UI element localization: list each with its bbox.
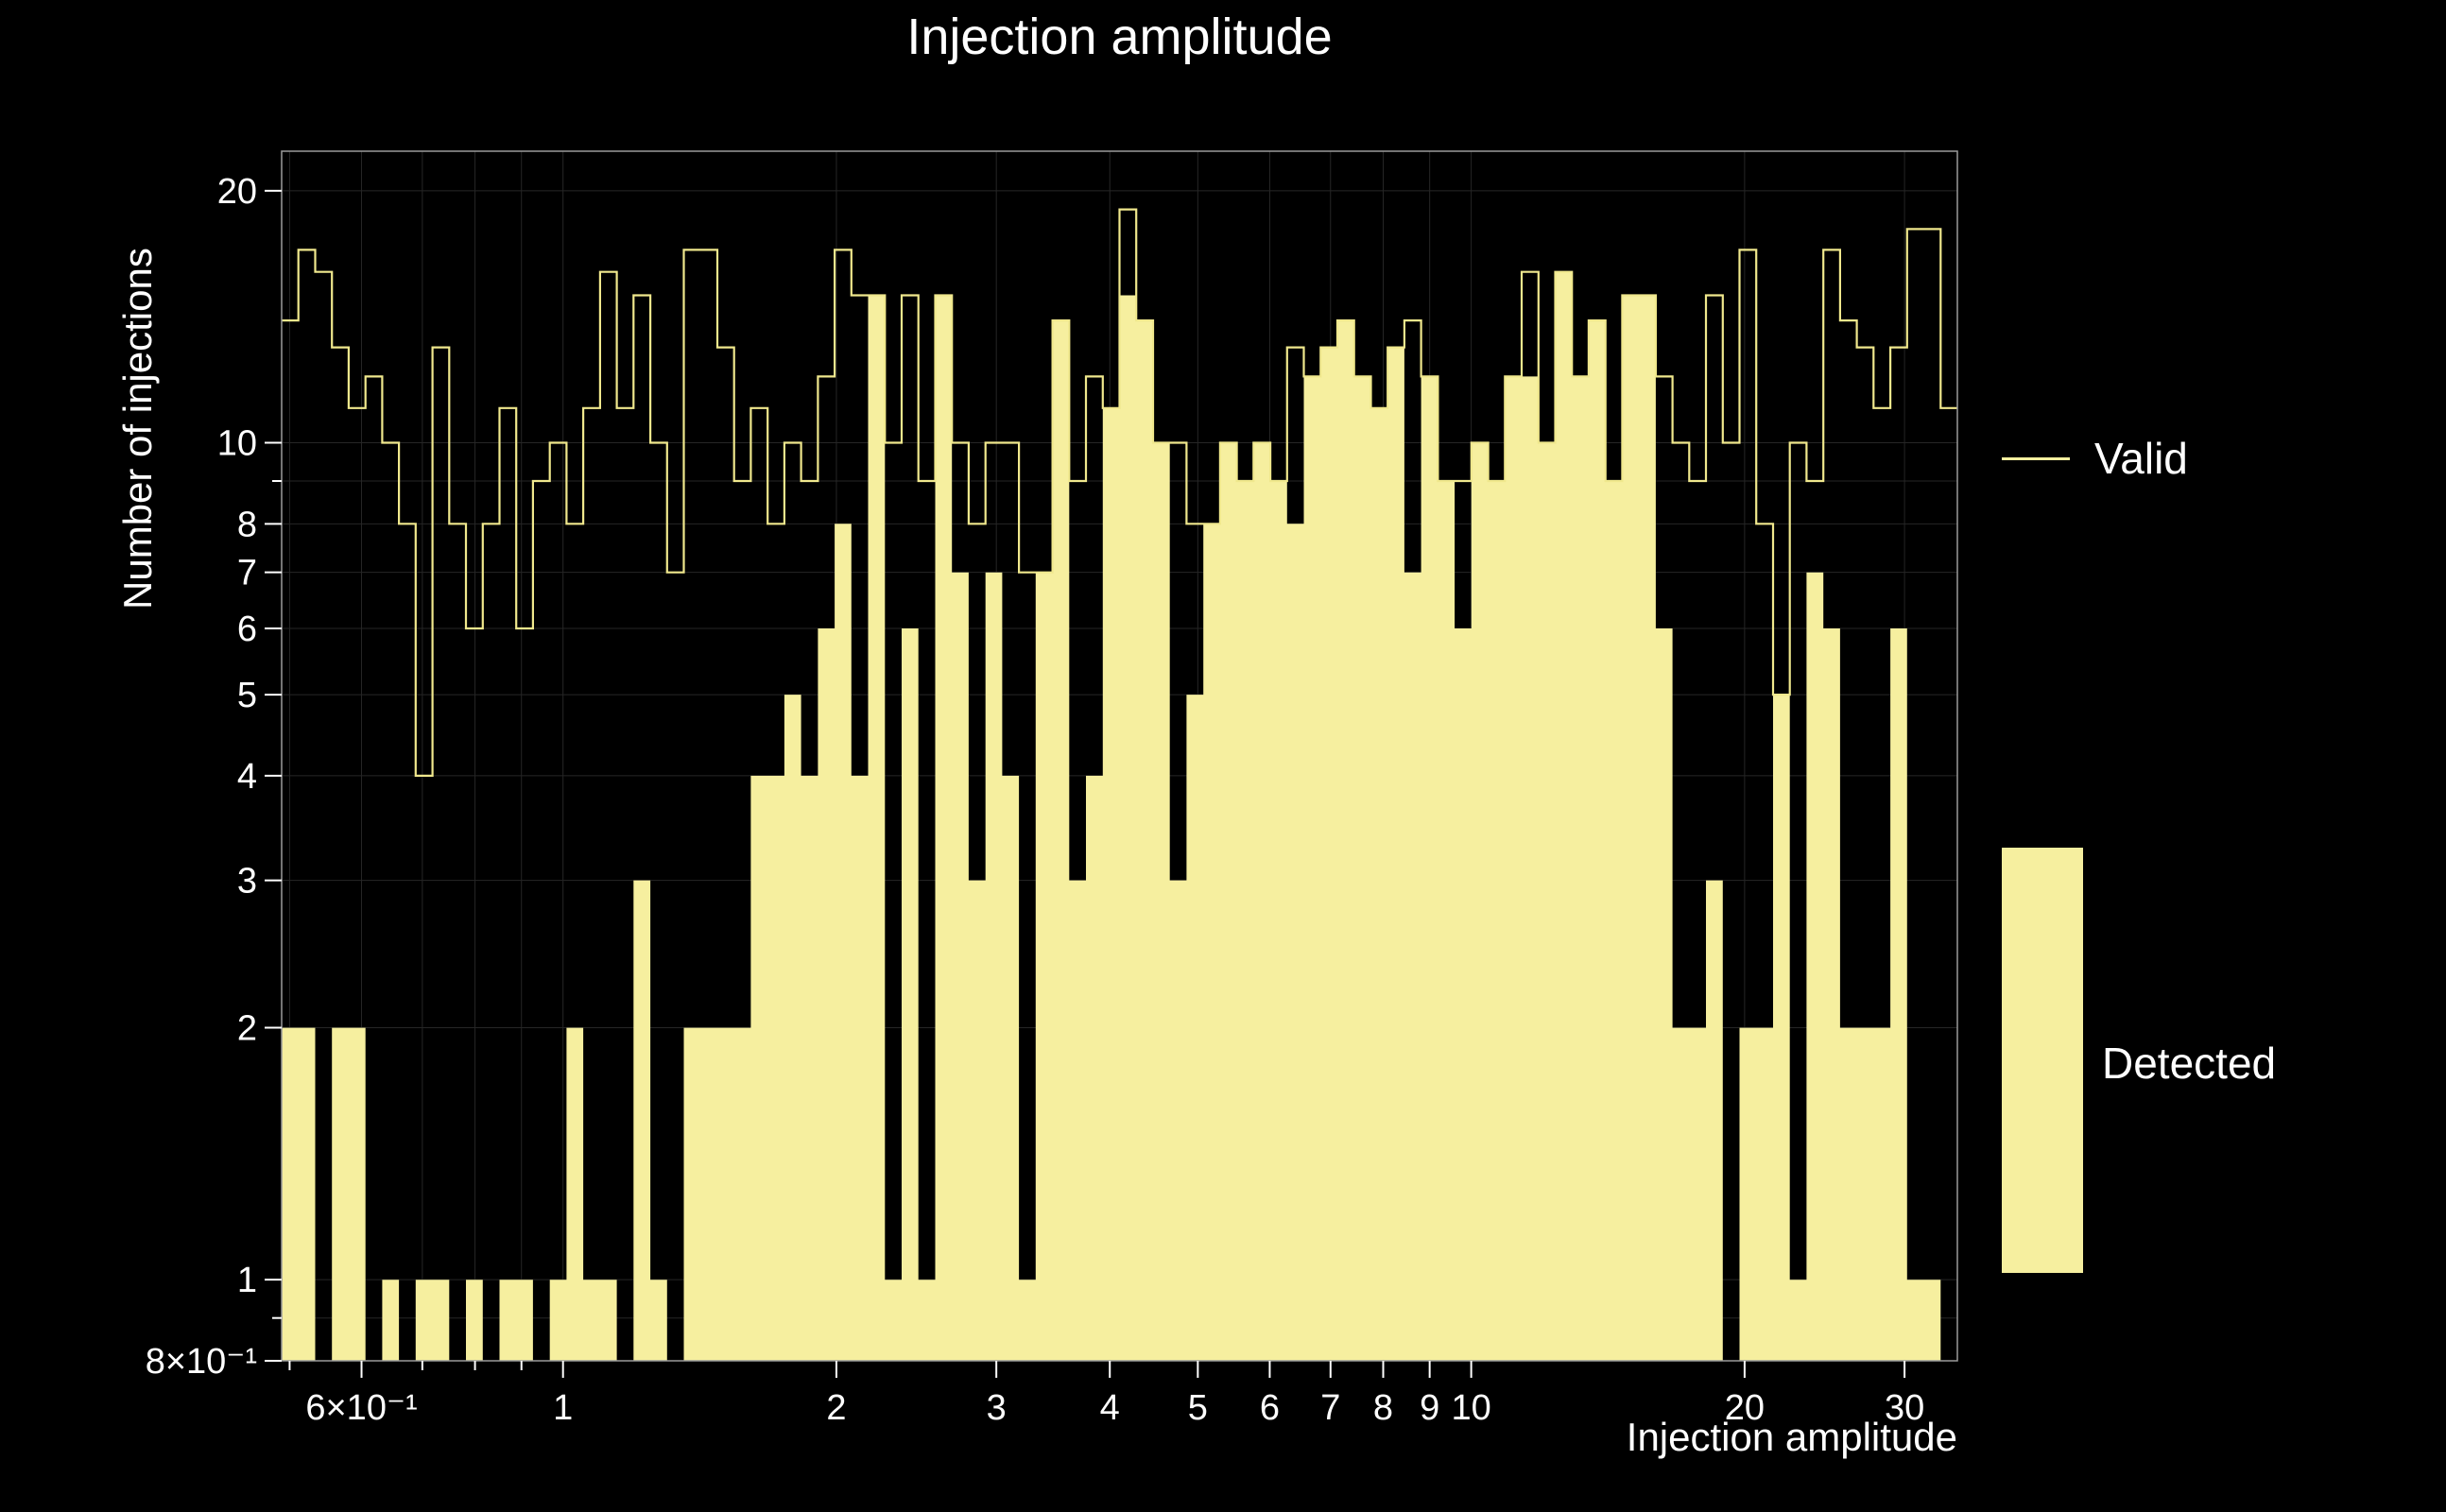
y-tick-label: 5 [237,676,257,715]
y-tick-label: 2 [237,1009,257,1049]
x-tick-label: 1 [553,1388,573,1428]
x-axis-title: Injection amplitude [1626,1415,1957,1459]
x-tick-label: 2 [826,1388,846,1428]
tick-marks [265,189,1906,1378]
y-tick-label: 7 [237,554,257,593]
x-tick-label: 8 [1373,1388,1393,1428]
y-tick-label: 20 [217,172,257,212]
chart-title: Injection amplitude [906,9,1333,65]
x-tick-label: 7 [1320,1388,1340,1428]
y-tick-label: 1 [237,1261,257,1300]
y-tick-label: 6 [237,610,257,649]
x-tick-label: 30 [1885,1388,1924,1428]
x-tick-label: 9 [1420,1388,1439,1428]
x-tick-label: 3 [987,1388,1007,1428]
detected-fill-swatch-icon [2002,848,2083,1273]
legend-entry-valid: Valid [2002,433,2188,484]
y-tick-label: 8×10⁻¹ [146,1342,257,1382]
legend-valid-label: Valid [2094,434,2188,483]
y-tick-label: 4 [237,757,257,797]
plot-frame [281,150,1958,1362]
x-tick-label: 4 [1100,1388,1120,1428]
legend-detected-label: Detected [2102,1039,2277,1088]
y-tick-label: 3 [237,862,257,902]
x-tick-label: 20 [1725,1388,1765,1428]
x-tick-label: 6×10⁻¹ [305,1388,417,1428]
x-tick-label: 5 [1188,1388,1208,1428]
x-tick-label: 10 [1451,1388,1490,1428]
valid-histogram-line [282,208,1957,777]
detected-histogram-fill [282,271,1957,1362]
x-tick-label: 6 [1260,1388,1280,1428]
valid-line-swatch-icon [2002,456,2070,460]
y-tick-label: 10 [217,423,257,463]
y-tick-label: 8 [237,505,257,544]
